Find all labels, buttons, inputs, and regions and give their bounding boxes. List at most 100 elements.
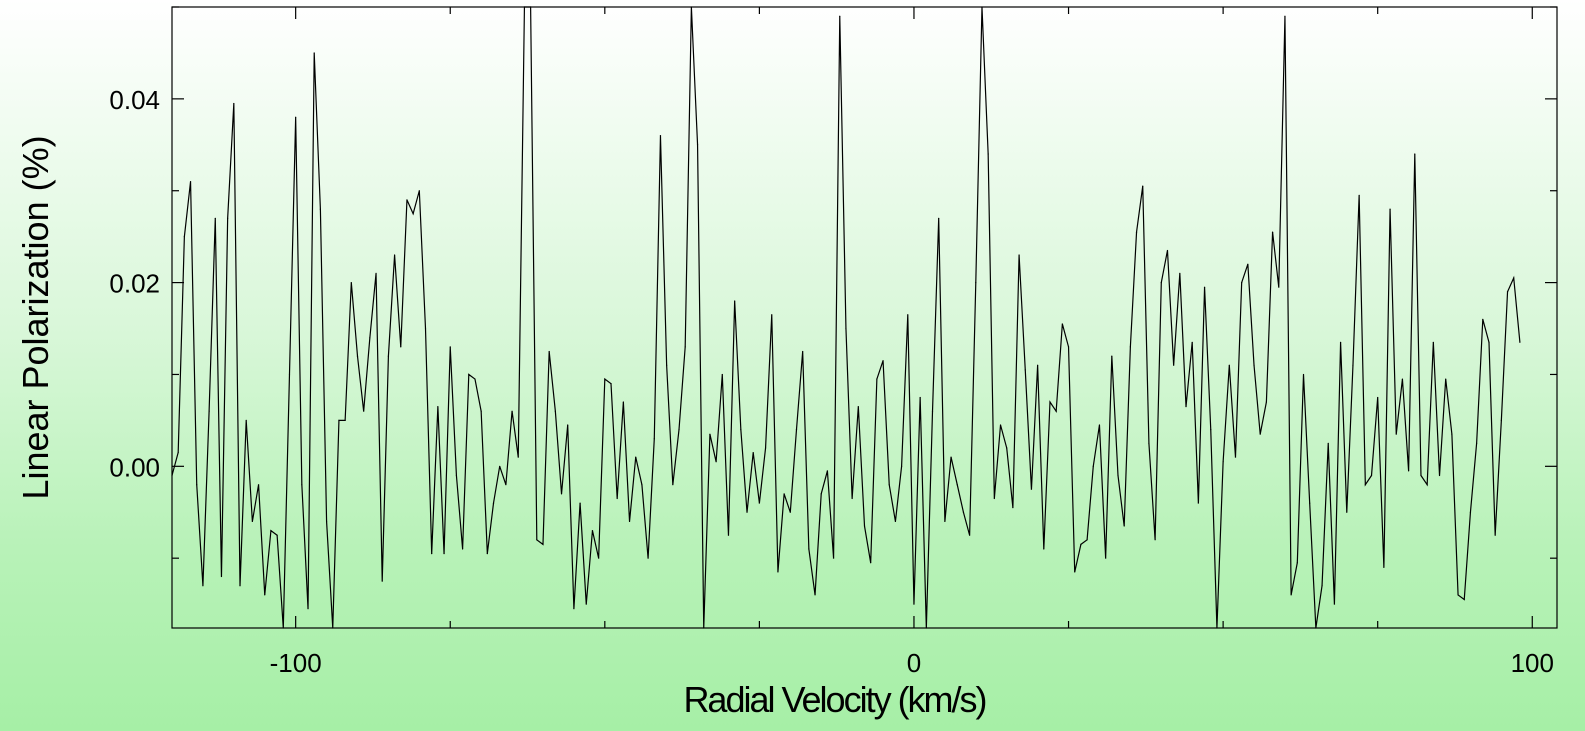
data-point: [944, 520, 946, 523]
data-point: [1284, 15, 1286, 17]
data-point: [758, 502, 760, 504]
data-point: [1222, 461, 1224, 463]
data-point: [301, 484, 303, 486]
data-point: [1271, 231, 1274, 233]
data-point: [1408, 470, 1410, 472]
data-point: [795, 428, 798, 431]
data-point: [1259, 433, 1261, 435]
data-point: [554, 410, 556, 412]
data-point: [251, 520, 253, 523]
data-point: [1352, 364, 1354, 366]
series-line: [171, 6, 1521, 629]
data-point: [999, 424, 1002, 426]
data-point: [1142, 185, 1144, 187]
data-point: [1216, 627, 1218, 629]
data-point: [1037, 364, 1039, 366]
data-point: [1154, 539, 1156, 541]
data-point: [771, 314, 773, 316]
data-point: [1333, 603, 1336, 605]
data-point: [585, 603, 587, 605]
data-point: [233, 102, 235, 105]
data-point: [802, 350, 804, 353]
data-point: [876, 378, 878, 380]
data-point: [987, 153, 989, 155]
data-point: [789, 511, 791, 513]
data-point: [1092, 465, 1094, 467]
data-point: [1049, 401, 1051, 403]
data-point: [1117, 474, 1119, 477]
data-point: [1234, 456, 1237, 458]
data-point: [659, 135, 662, 137]
data-point: [783, 493, 785, 495]
data-point: [338, 419, 340, 421]
data-point: [1105, 557, 1107, 559]
data-point: [1148, 442, 1150, 444]
y-axis-title: Linear Polarization (%): [15, 135, 56, 499]
data-point: [542, 543, 544, 546]
data-point: [721, 373, 723, 376]
data-point: [1414, 153, 1416, 155]
data-point: [925, 627, 927, 629]
data-point: [1494, 534, 1496, 536]
data-point: [462, 548, 464, 550]
data-point: [511, 410, 513, 412]
data-point: [1080, 543, 1082, 546]
data-point: [888, 484, 890, 486]
data-point: [684, 346, 686, 348]
data-point: [666, 364, 668, 366]
data-point: [1426, 484, 1428, 486]
data-point: [839, 15, 841, 17]
data-point: [499, 465, 501, 467]
data-point: [882, 360, 884, 362]
data-point: [288, 373, 291, 376]
data-point: [1321, 585, 1323, 587]
data-point: [1290, 594, 1292, 596]
data-point: [1506, 291, 1509, 293]
data-point: [857, 406, 859, 408]
x-tick-label: 100: [1511, 648, 1554, 678]
data-point: [1253, 364, 1255, 366]
data-point: [870, 562, 872, 564]
y-tick-label: 0.04: [109, 85, 160, 115]
data-point: [295, 116, 297, 118]
data-point: [400, 346, 402, 348]
data-point: [901, 465, 903, 467]
plot-area: [171, 6, 1558, 629]
data-point: [548, 350, 550, 353]
x-axis-title: Radial Velocity (km/s): [683, 679, 985, 720]
data-point: [1513, 277, 1515, 279]
y-tick-label: 0.00: [109, 452, 160, 482]
data-point: [492, 502, 495, 504]
data-point: [449, 346, 451, 348]
data-point: [1024, 369, 1026, 371]
data-point: [678, 428, 680, 431]
data-point: [1401, 378, 1404, 380]
data-point: [381, 580, 383, 582]
data-point: [1278, 286, 1280, 288]
data-point: [1339, 341, 1342, 343]
data-point: [1463, 598, 1465, 601]
data-point: [616, 497, 618, 500]
data-point: [227, 217, 229, 219]
data-point: [950, 456, 952, 458]
data-point: [257, 484, 260, 486]
data-point: [931, 410, 934, 412]
axis-ticks: [172, 6, 1557, 628]
data-point: [907, 314, 909, 316]
data-point: [406, 199, 408, 201]
data-point: [350, 281, 352, 284]
data-point: [177, 451, 179, 454]
data-point: [591, 530, 594, 532]
data-point: [969, 534, 971, 536]
data-point: [245, 419, 247, 421]
data-point: [264, 594, 266, 596]
data-point: [276, 534, 278, 536]
data-point: [363, 410, 365, 412]
data-point: [696, 144, 699, 146]
data-point: [560, 493, 563, 495]
data-point: [1018, 254, 1020, 256]
data-point: [820, 493, 822, 495]
data-point: [938, 217, 940, 219]
data-point: [455, 474, 458, 477]
data-point: [480, 410, 482, 412]
